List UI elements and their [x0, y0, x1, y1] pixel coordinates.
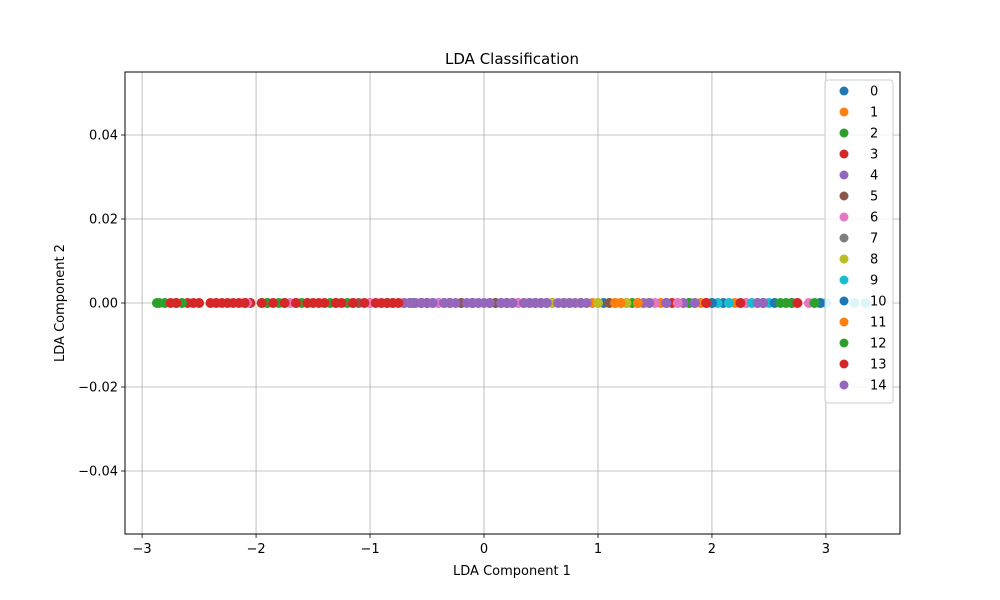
- data-point-series-14: [541, 298, 552, 308]
- data-point-series-12: [809, 298, 820, 308]
- x-tick-label: −2: [246, 542, 265, 557]
- data-point-series-14: [758, 298, 769, 308]
- legend-marker-11: [839, 317, 849, 327]
- y-tick-label: −0.02: [78, 381, 118, 396]
- data-point-series-13: [239, 298, 250, 308]
- data-point-series-13: [216, 298, 227, 308]
- data-point-series-9: [724, 298, 735, 308]
- data-point-series-14: [564, 298, 575, 308]
- legend-label-5: 5: [870, 190, 878, 205]
- x-tick-label: 1: [594, 542, 602, 557]
- data-point-series-8: [592, 298, 603, 308]
- data-point-series-12: [154, 298, 165, 308]
- y-axis-ticks: −0.04 −0.02 0.00 0.02 0.04: [78, 129, 125, 480]
- legend-marker-1: [839, 107, 849, 117]
- data-point-series-13: [359, 298, 370, 308]
- data-point-series-14: [530, 298, 541, 308]
- legend-marker-7: [839, 233, 849, 243]
- data-point-series-14: [404, 298, 415, 308]
- data-point-series-14: [496, 298, 507, 308]
- data-point-series-14: [644, 298, 655, 308]
- data-point-series-13: [347, 298, 358, 308]
- x-tick-label: −1: [360, 542, 379, 557]
- data-point-series-13: [302, 298, 313, 308]
- legend-marker-12: [839, 338, 849, 348]
- legend-marker-9: [839, 275, 849, 285]
- data-point-series-14: [575, 298, 586, 308]
- legend-marker-0: [839, 86, 849, 96]
- legend-label-7: 7: [870, 232, 878, 247]
- data-point-series-13: [701, 298, 712, 308]
- legend-label-8: 8: [870, 253, 878, 268]
- legend-marker-5: [839, 191, 849, 201]
- data-point-series-14: [484, 298, 495, 308]
- data-point-series-13: [228, 298, 239, 308]
- data-point-series-13: [205, 298, 216, 308]
- legend-label-3: 3: [870, 148, 878, 163]
- data-points: [151, 298, 871, 308]
- legend-label-0: 0: [870, 85, 878, 100]
- data-point-series-13: [268, 298, 279, 308]
- data-point-series-14: [507, 298, 518, 308]
- data-point-series-14: [439, 298, 450, 308]
- data-point-series-6: [672, 298, 683, 308]
- data-point-series-14: [416, 298, 427, 308]
- legend-label-9: 9: [870, 274, 878, 289]
- data-point-series-13: [735, 298, 746, 308]
- data-point-series-14: [661, 298, 672, 308]
- legend-marker-2: [839, 128, 849, 138]
- y-tick-label: 0.02: [89, 213, 118, 228]
- legend-marker-8: [839, 254, 849, 264]
- data-point-series-14: [689, 298, 700, 308]
- data-point-series-13: [290, 298, 301, 308]
- legend-label-10: 10: [870, 295, 887, 310]
- legend-label-11: 11: [870, 316, 887, 331]
- x-axis-ticks: −3 −2 −1 0 1 2 3: [133, 534, 830, 557]
- legend-label-13: 13: [870, 358, 887, 373]
- chart-title: LDA Classification: [445, 50, 579, 68]
- data-point-series-14: [461, 298, 472, 308]
- data-point-series-13: [336, 298, 347, 308]
- legend-label-1: 1: [870, 106, 878, 121]
- data-point-series-13: [319, 298, 330, 308]
- data-point-series-13: [171, 298, 182, 308]
- data-point-series-13: [256, 298, 267, 308]
- y-axis-label: LDA Component 2: [53, 244, 68, 362]
- data-point-series-11: [632, 298, 643, 308]
- y-tick-label: 0.04: [89, 129, 118, 144]
- data-point-series-14: [473, 298, 484, 308]
- x-axis-label: LDA Component 1: [453, 564, 571, 579]
- data-point-series-13: [393, 298, 404, 308]
- x-tick-label: −3: [133, 542, 152, 557]
- data-point-series-13: [188, 298, 199, 308]
- data-point-series-13: [792, 298, 803, 308]
- data-point-series-14: [518, 298, 529, 308]
- data-point-series-12: [775, 298, 786, 308]
- legend-marker-10: [839, 296, 849, 306]
- x-tick-label: 0: [480, 542, 488, 557]
- legend-frame: [824, 79, 894, 404]
- legend-marker-4: [839, 170, 849, 180]
- legend-label-12: 12: [870, 337, 887, 352]
- y-tick-label: 0.00: [89, 297, 118, 312]
- legend-label-6: 6: [870, 211, 878, 226]
- x-tick-label: 3: [822, 542, 830, 557]
- legend-label-4: 4: [870, 169, 878, 184]
- legend-label-14: 14: [870, 379, 887, 394]
- legend-marker-14: [839, 380, 849, 390]
- y-tick-label: −0.04: [78, 465, 118, 480]
- data-point-series-13: [279, 298, 290, 308]
- x-tick-label: 2: [708, 542, 716, 557]
- data-point-series-14: [553, 298, 564, 308]
- data-point-series-14: [450, 298, 461, 308]
- data-point-series-14: [427, 298, 438, 308]
- legend-marker-3: [839, 149, 849, 159]
- data-point-series-13: [376, 298, 387, 308]
- legend-marker-13: [839, 359, 849, 369]
- data-point-series-11: [615, 298, 626, 308]
- legend-marker-6: [839, 212, 849, 222]
- legend-label-2: 2: [870, 127, 878, 142]
